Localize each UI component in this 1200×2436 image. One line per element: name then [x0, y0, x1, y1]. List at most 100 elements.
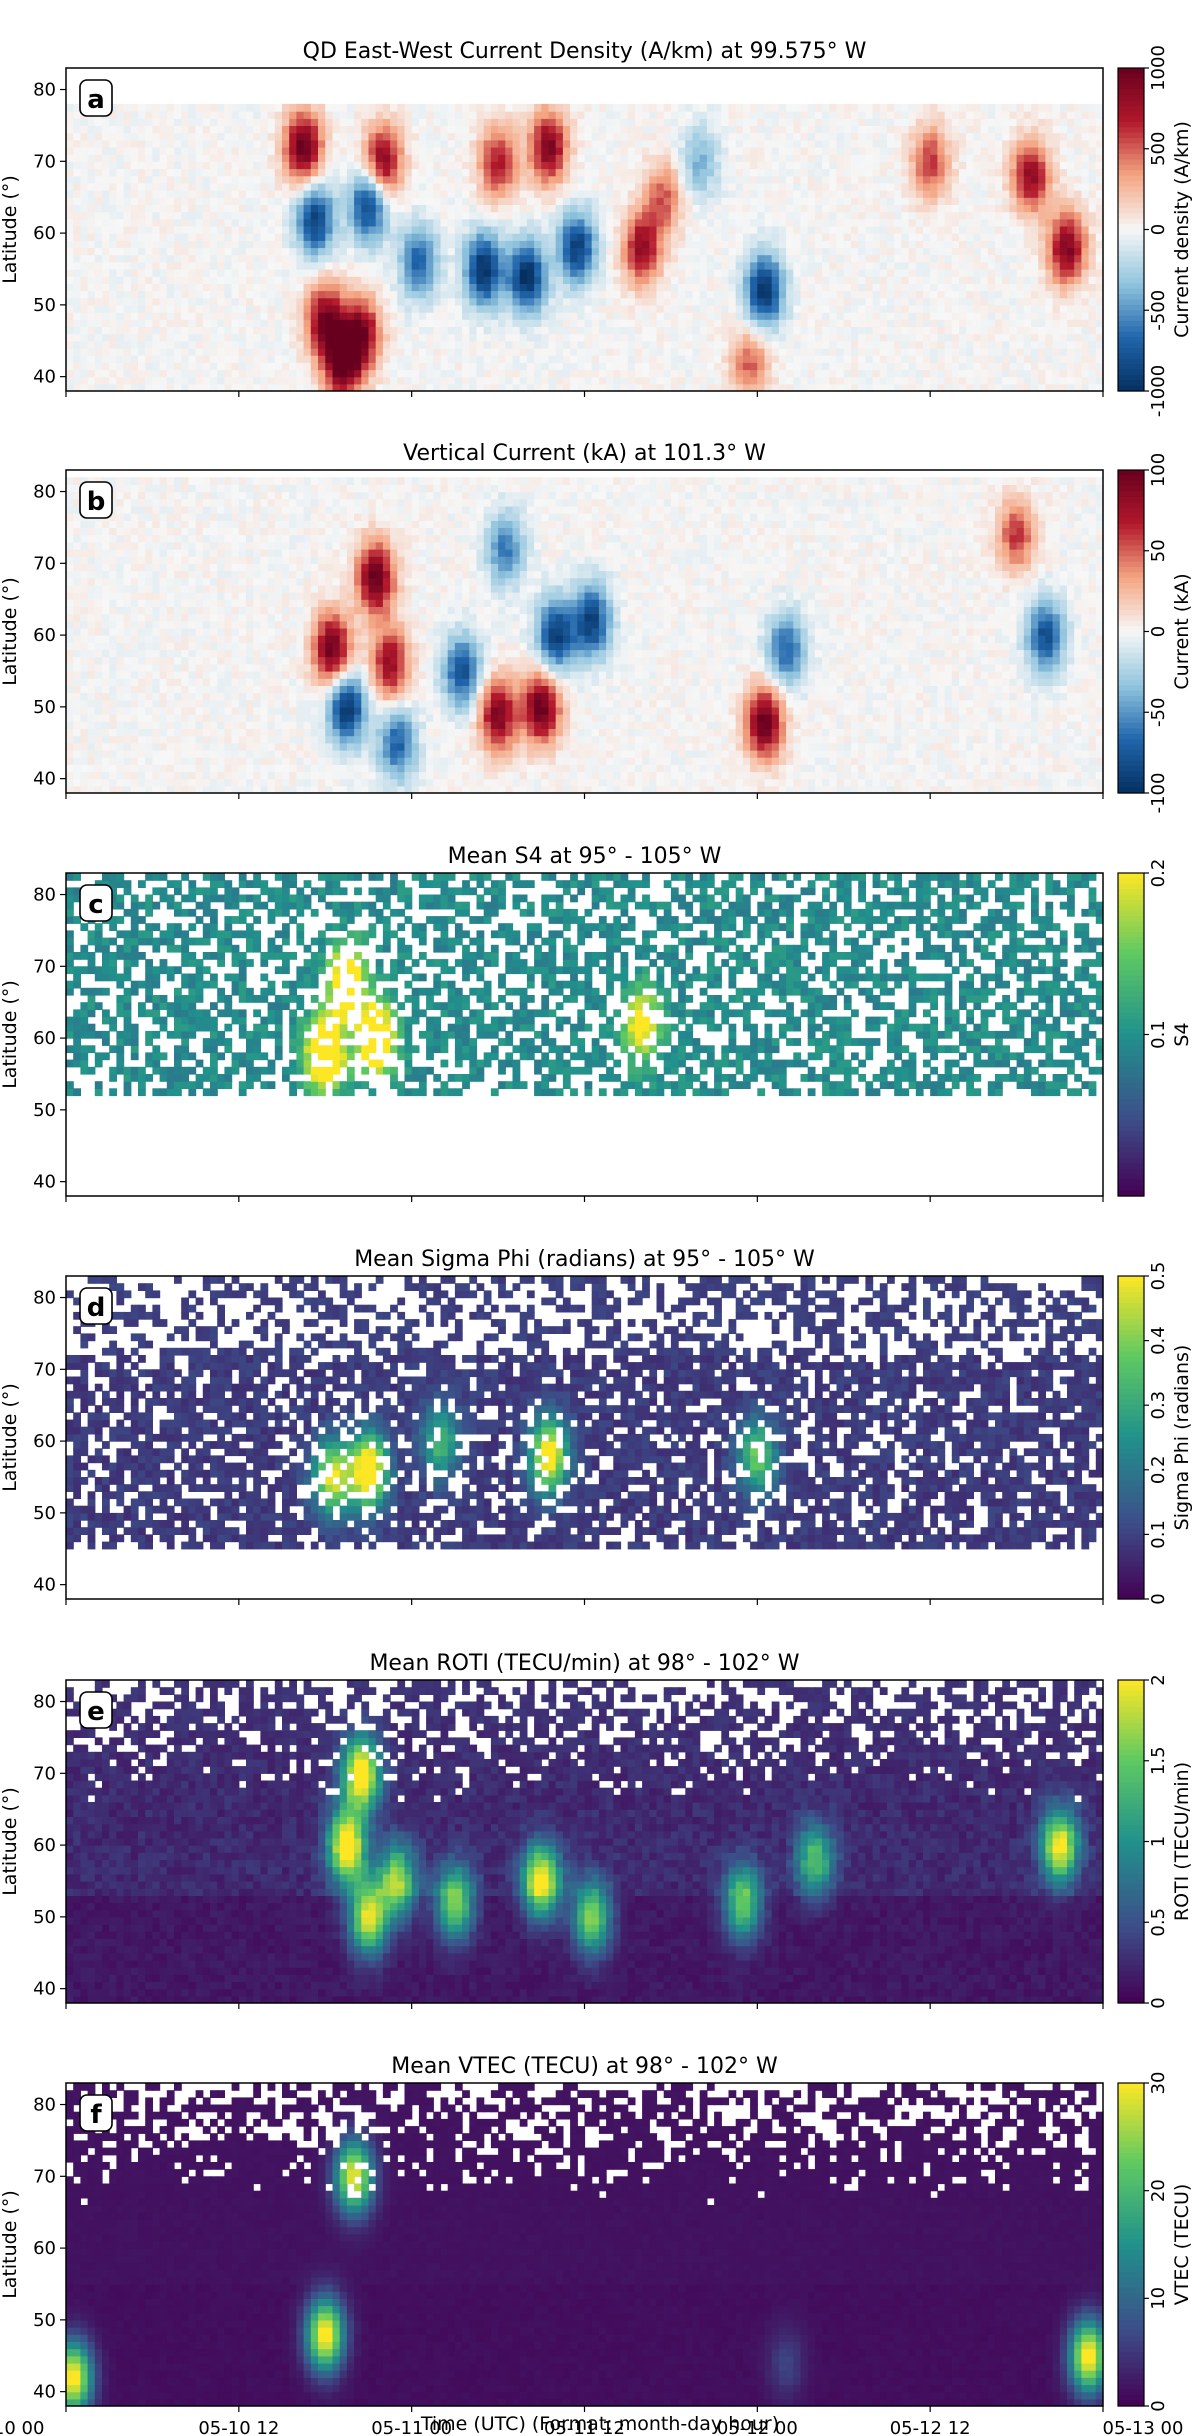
heatmap-cell [807, 283, 816, 292]
heatmap-cell [418, 355, 427, 363]
heatmap-cell [577, 269, 586, 277]
heatmap-cell [282, 240, 290, 249]
heatmap-cell [267, 197, 276, 205]
heatmap-cell [865, 376, 874, 385]
heatmap-cell [354, 369, 362, 378]
heatmap-cell [73, 240, 81, 249]
heatmap-cell [742, 254, 751, 263]
heatmap-cell [814, 261, 823, 270]
heatmap-cell [339, 161, 348, 170]
heatmap-cell [620, 297, 629, 306]
heatmap-cell [426, 254, 434, 263]
heatmap-cell [462, 204, 470, 213]
heatmap-cell [613, 333, 622, 342]
heatmap-cell [872, 312, 881, 320]
heatmap-cell [915, 139, 924, 148]
heatmap-cell [894, 355, 902, 363]
heatmap-cell [382, 182, 391, 191]
heatmap-cell [512, 118, 521, 126]
heatmap-cell [771, 333, 780, 342]
heatmap-cell [224, 383, 233, 391]
heatmap-cell [822, 182, 830, 191]
heatmap-cell [454, 240, 463, 249]
heatmap-cell [354, 147, 362, 155]
heatmap-cell [138, 233, 146, 241]
heatmap-cell [757, 355, 766, 363]
heatmap-cell [498, 161, 506, 170]
heatmap-cell [87, 132, 96, 141]
heatmap-cell [310, 333, 319, 342]
heatmap-cell [318, 347, 326, 356]
heatmap-cell [923, 225, 931, 234]
heatmap-cell [332, 218, 341, 227]
heatmap-cell [80, 218, 89, 227]
heatmap-cell [699, 383, 708, 391]
heatmap-cell [296, 247, 305, 256]
heatmap-cell [822, 276, 830, 284]
heatmap-cell [498, 225, 506, 234]
heatmap-cell [699, 369, 708, 378]
heatmap-cell [822, 290, 830, 299]
heatmap-cell [735, 340, 744, 349]
heatmap-cell [462, 347, 470, 356]
heatmap-cell [462, 254, 470, 263]
heatmap-cell [778, 369, 787, 378]
heatmap-cell [764, 147, 773, 155]
heatmap-cell [339, 103, 348, 112]
heatmap-cell [714, 362, 722, 371]
heatmap-cell [562, 269, 571, 277]
heatmap-cell [851, 340, 859, 349]
heatmap-cell [908, 168, 917, 177]
heatmap-cell [238, 261, 247, 270]
heatmap-cell [699, 276, 708, 284]
heatmap-cell [325, 132, 334, 141]
heatmap-cell [253, 297, 261, 306]
heatmap-cell [541, 312, 550, 320]
heatmap-cell [534, 118, 542, 126]
heatmap-cell [390, 297, 398, 306]
heatmap-cell [887, 125, 895, 134]
heatmap-cell [195, 233, 204, 241]
heatmap-cell [742, 154, 751, 162]
heatmap-cell [210, 261, 218, 270]
heatmap-cell [238, 312, 247, 320]
heatmap-cell [145, 240, 153, 249]
heatmap-cell [166, 204, 175, 213]
heatmap-cell [692, 225, 701, 234]
heatmap-cell [238, 333, 247, 342]
heatmap-cell [570, 168, 578, 177]
heatmap-cell [382, 247, 391, 256]
heatmap-cell [166, 147, 175, 155]
heatmap-cell [123, 139, 132, 148]
heatmap-cell [800, 276, 809, 284]
heatmap-cell [937, 290, 946, 299]
heatmap-cell [858, 175, 866, 184]
heatmap-cell [894, 319, 902, 327]
heatmap-cell [678, 383, 686, 391]
heatmap-cell [620, 168, 629, 177]
heatmap-cell [231, 225, 240, 234]
heatmap-cell [404, 369, 413, 378]
heatmap-cell [195, 369, 204, 378]
heatmap-cell [483, 118, 492, 126]
heatmap-cell [771, 254, 780, 263]
heatmap-cell [678, 254, 686, 263]
heatmap-cell [959, 269, 967, 277]
heatmap-cell [289, 139, 297, 148]
heatmap-cell [282, 347, 290, 356]
heatmap-cell [404, 254, 413, 263]
heatmap-cell [894, 139, 902, 148]
heatmap-cell [109, 312, 117, 320]
heatmap-cell [742, 240, 751, 249]
heatmap-cell [923, 269, 931, 277]
heatmap-cell [512, 125, 521, 134]
heatmap-cell [195, 111, 204, 119]
heatmap-cell [814, 326, 823, 335]
heatmap-cell [894, 269, 902, 277]
heatmap-cell [771, 175, 780, 184]
heatmap-cell [598, 276, 607, 284]
heatmap-cell [404, 103, 413, 112]
heatmap-cell [390, 304, 398, 313]
heatmap-cell [260, 225, 269, 234]
heatmap-cell [152, 254, 161, 263]
